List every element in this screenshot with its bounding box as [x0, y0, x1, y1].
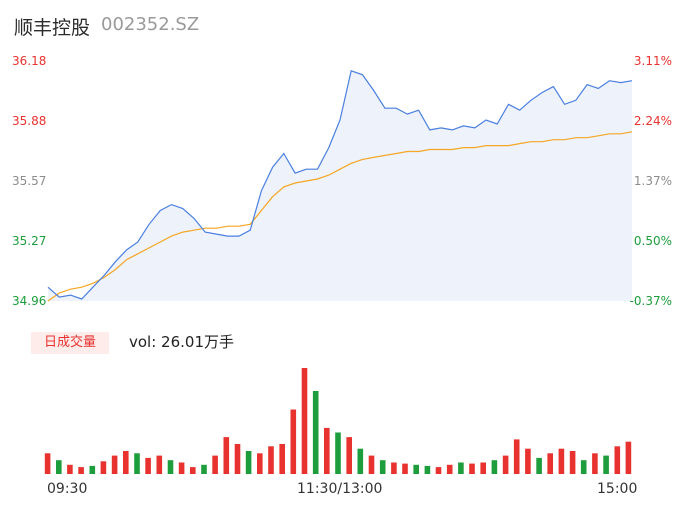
- volume-bar: [178, 462, 185, 474]
- volume-bar: [245, 451, 252, 474]
- volume-bar: [312, 391, 319, 474]
- volume-bar: [167, 460, 174, 474]
- price-line: [47, 70, 633, 300]
- volume-bar: [547, 453, 553, 474]
- time-label-close: 15:00: [597, 481, 638, 497]
- volume-bar: [111, 455, 118, 474]
- volume-bar: [78, 467, 84, 474]
- pct-tick: 1.37%: [633, 174, 672, 188]
- volume-bar: [569, 451, 576, 474]
- price-tick: 35.27: [12, 234, 47, 248]
- volume-bar: [424, 465, 431, 474]
- volume-bar: [257, 453, 263, 474]
- volume-bar: [536, 457, 542, 474]
- volume-bar: [212, 455, 218, 474]
- volume-bar: [44, 453, 51, 474]
- stock-name: 顺丰控股: [14, 17, 91, 39]
- volume-bar: [592, 453, 598, 474]
- stock-code: 002352.SZ: [101, 14, 200, 35]
- volume-bar: [279, 444, 285, 474]
- volume-bar: [335, 432, 341, 474]
- volume-bar: [580, 460, 587, 474]
- volume-bar: [223, 437, 230, 474]
- volume-bar: [56, 460, 62, 474]
- volume-badge[interactable]: 日成交量: [31, 332, 109, 354]
- price-area-fill: [48, 70, 632, 301]
- volume-bar: [625, 441, 632, 474]
- volume-bar: [391, 462, 397, 474]
- volume-bar: [346, 437, 352, 474]
- volume-bar: [324, 427, 330, 474]
- price-tick: 36.18: [12, 54, 47, 68]
- price-tick: 35.88: [12, 114, 47, 128]
- volume-bar: [145, 457, 151, 474]
- pct-tick: -0.37%: [629, 294, 672, 308]
- volume-total: vol: 26.01万手: [129, 333, 234, 351]
- volume-bar: [190, 467, 196, 474]
- price-tick: 34.96: [12, 294, 47, 308]
- time-label-midday: 11:30/13:00: [297, 481, 383, 497]
- volume-bar: [357, 448, 364, 474]
- volume-bar: [100, 461, 107, 474]
- pct-tick: 3.11%: [633, 54, 672, 68]
- volume-bar: [603, 455, 609, 474]
- volume-bar: [458, 462, 464, 474]
- volume-bar: [558, 448, 565, 474]
- volume-bar: [134, 453, 140, 474]
- pct-tick: 0.50%: [633, 234, 672, 248]
- volume-bar: [435, 467, 442, 474]
- volume-bar: [379, 460, 386, 474]
- volume-bar: [368, 455, 375, 474]
- average-price-line: [47, 131, 633, 302]
- price-tick: 35.57: [12, 174, 47, 188]
- volume-bar: [491, 460, 498, 474]
- volume-bar: [201, 464, 207, 474]
- time-label-open: 09:30: [47, 481, 88, 497]
- volume-bar: [413, 464, 419, 474]
- volume-bar: [268, 446, 274, 474]
- volume-bar: [502, 455, 509, 474]
- volume-bar: [480, 462, 486, 474]
- pct-tick: 2.24%: [633, 114, 672, 128]
- volume-bar: [446, 464, 453, 474]
- volume-bar: [614, 446, 621, 474]
- volume-bar: [123, 451, 129, 474]
- volume-bar: [234, 444, 241, 474]
- volume-bar: [67, 464, 73, 474]
- volume-bar: [513, 439, 520, 474]
- volume-bar: [89, 465, 96, 474]
- volume-bar: [290, 409, 297, 474]
- volume-bar: [301, 368, 308, 474]
- volume-bar: [156, 455, 163, 474]
- volume-bar: [469, 463, 475, 474]
- volume-bar: [402, 463, 408, 474]
- volume-bar: [525, 448, 531, 474]
